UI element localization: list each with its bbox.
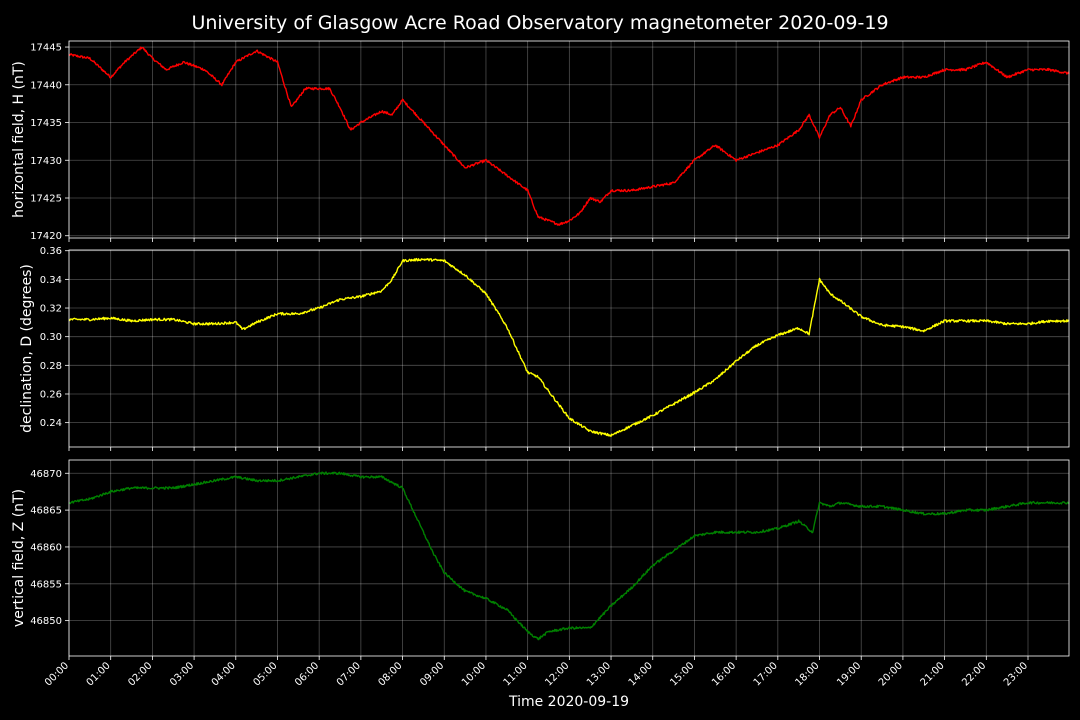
y-tick-label: 17430: [30, 156, 62, 167]
series-line: [68, 46, 1070, 226]
series-line: [68, 257, 1070, 437]
y-tick-label: 46850: [30, 616, 62, 627]
y-tick-label: 0.32: [40, 304, 62, 315]
panel-2: 0.24 0.26 0.28 0.30 0.32 0.34 0.36 declination,…: [19, 246, 1070, 451]
series-line: [68, 471, 1070, 641]
y-tick-label: 46855: [30, 579, 62, 590]
y-tick-label: 46860: [30, 542, 62, 553]
y-tick-label: 17445: [30, 43, 62, 54]
y-tick-label: 17440: [30, 80, 62, 91]
y-tick-label: 0.28: [40, 361, 62, 372]
x-axis-label: Time 2020-09-19: [508, 694, 629, 710]
chart-title: University of Glasgow Acre Road Observat…: [191, 12, 888, 34]
y-tick-label: 0.24: [40, 418, 62, 429]
panel-frame: [68, 40, 1070, 239]
y-axis-label: vertical field, Z (nT): [11, 489, 27, 627]
y-axis-label: horizontal field, H (nT): [11, 61, 27, 218]
y-tick-label: 17425: [30, 193, 62, 204]
panel-frame: [68, 459, 1070, 657]
y-tick-label: 0.36: [40, 246, 62, 257]
y-tick-label: 0.34: [40, 275, 62, 286]
y-axis-label: declination, D (degrees): [19, 264, 35, 433]
y-tick-label: 0.30: [40, 332, 62, 343]
y-tick-label: 46870: [30, 469, 62, 480]
y-tick-label: 46865: [30, 506, 62, 517]
y-tick-label: 0.26: [40, 389, 62, 400]
panel-frame: [68, 249, 1070, 448]
y-tick-label: 17420: [30, 231, 62, 242]
panel-1: 17420 17425 17430 17435 17440 17445horizontal…: [11, 40, 1070, 242]
y-tick-label: 17435: [30, 118, 62, 129]
